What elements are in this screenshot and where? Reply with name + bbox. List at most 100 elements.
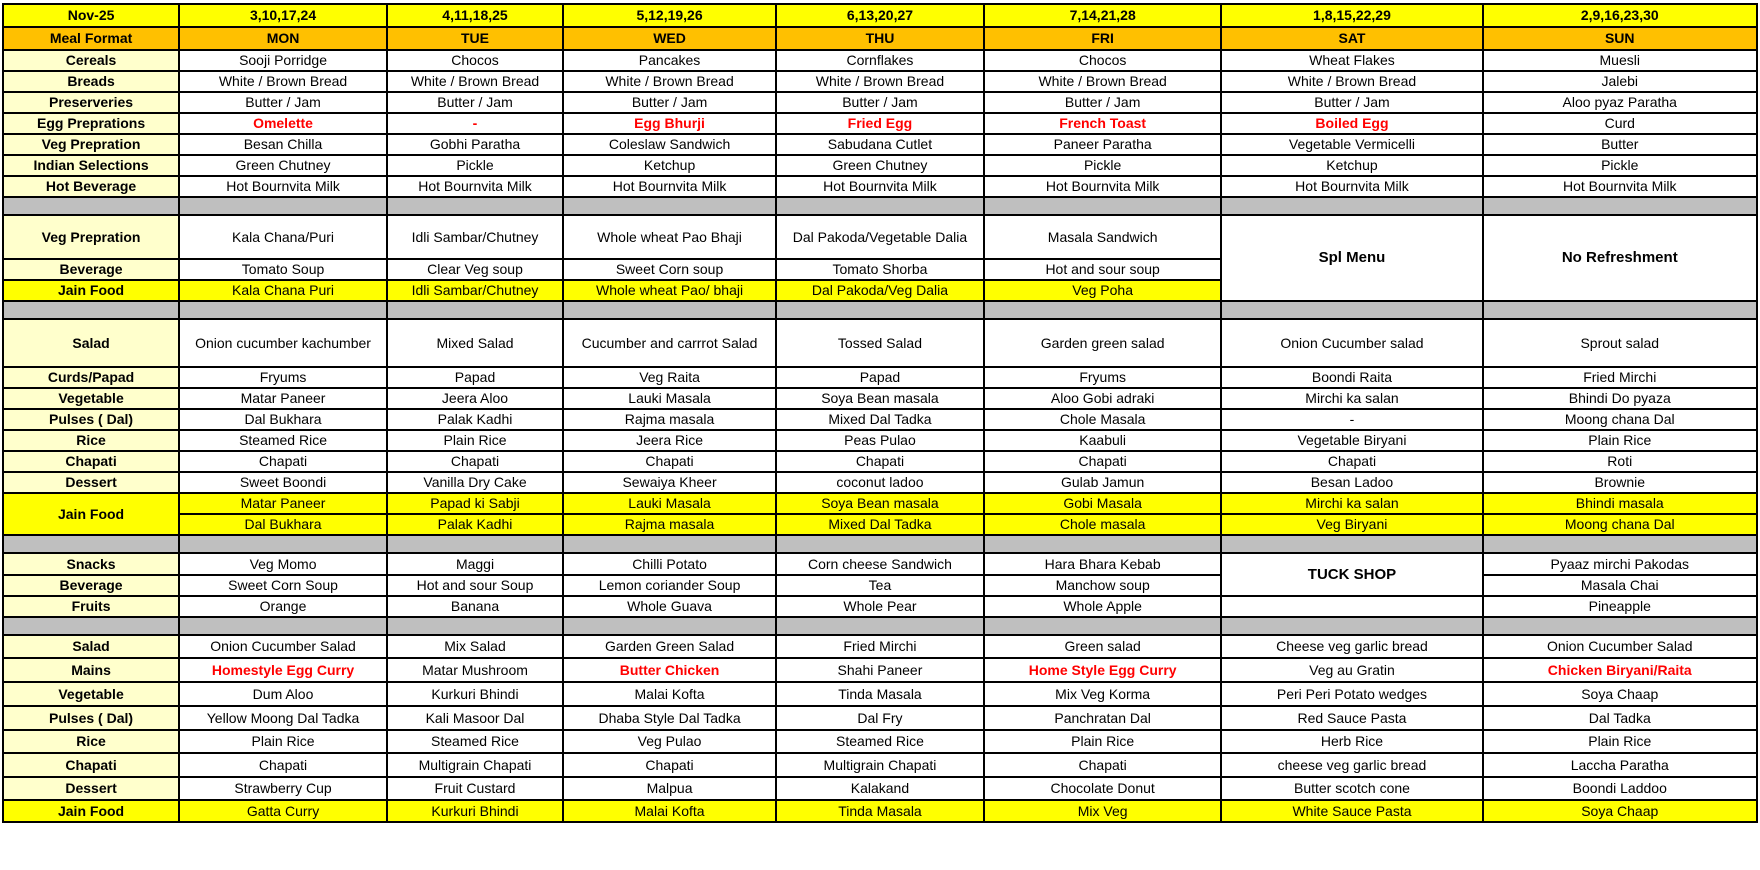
menu-row: Fruits Orange Banana Whole Guava Whole Pear W… xyxy=(1,595,1759,618)
menu-cell: Pickle xyxy=(385,154,565,177)
menu-cell: Chilli Potato xyxy=(562,552,778,576)
menu-cell: Mixed Dal Tadka xyxy=(775,513,985,536)
menu-cell: Panchratan Dal xyxy=(982,705,1223,731)
separator-cell xyxy=(982,300,1223,320)
menu-cell: White / Brown Bread xyxy=(385,70,565,93)
row-label: Snacks xyxy=(1,552,181,576)
menu-cell: Vegetable Vermicelli xyxy=(1220,133,1484,156)
row-label: Jain Food xyxy=(1,799,181,823)
menu-cell: Sewaiya Kheer xyxy=(562,471,778,494)
menu-cell: Butter scotch cone xyxy=(1220,776,1484,801)
menu-cell: Red Sauce Pasta xyxy=(1220,705,1484,731)
menu-row: Rice Steamed Rice Plain Rice Jeera Rice Peas… xyxy=(1,429,1759,452)
menu-cell: Chapati xyxy=(562,450,778,473)
menu-cell: Fruit Custard xyxy=(385,776,565,801)
row-label: Egg Preprations xyxy=(1,112,181,135)
menu-cell: TUCK SHOP xyxy=(1220,552,1484,597)
menu-cell: Green salad xyxy=(982,634,1223,659)
menu-cell: Sweet Corn soup xyxy=(562,258,778,281)
menu-cell: Chapati xyxy=(982,450,1223,473)
menu-row: Vegetable Matar Paneer Jeera Aloo Lauki Mas… xyxy=(1,387,1759,410)
menu-cell: Plain Rice xyxy=(178,729,388,754)
row-label: Breads xyxy=(1,70,181,93)
menu-cell: Plain Rice xyxy=(385,429,565,452)
menu-cell: Veg Raita xyxy=(562,366,778,389)
separator-row xyxy=(1,616,1759,636)
row-label: Salad xyxy=(1,634,181,659)
menu-cell: Palak Kadhi xyxy=(385,408,565,431)
menu-row: Cereals Sooji Porridge Chocos Pancakes Cornf… xyxy=(1,49,1759,72)
menu-cell: White Sauce Pasta xyxy=(1220,799,1484,823)
separator-row xyxy=(1,300,1759,320)
menu-cell: Soya Bean masala xyxy=(775,492,985,515)
menu-cell: Dal Tadka xyxy=(1481,705,1759,731)
menu-cell: Mixed Dal Tadka xyxy=(775,408,985,431)
menu-cell: Bhindi Do pyaza xyxy=(1481,387,1759,410)
menu-cell: Clear Veg soup xyxy=(385,258,565,281)
menu-cell: Butter Chicken xyxy=(562,657,778,683)
menu-row: Veg Prepration Kala Chana/Puri Idli Sambar… xyxy=(1,214,1759,302)
menu-cell: Dum Aloo xyxy=(178,681,388,707)
menu-cell: Whole Pear xyxy=(775,595,985,618)
menu-cell: Spl Menu xyxy=(1220,214,1484,302)
separator-cell xyxy=(775,300,985,320)
menu-cell: Dal Fry xyxy=(775,705,985,731)
menu-cell: Ketchup xyxy=(562,154,778,177)
menu-cell: SAT xyxy=(1220,26,1484,51)
menu-cell: 2,9,16,23,30 xyxy=(1481,3,1759,28)
row-label: Veg Prepration xyxy=(1,214,181,260)
menu-cell: Egg Bhurji xyxy=(562,112,778,135)
menu-cell: Papad xyxy=(775,366,985,389)
row-label: Salad xyxy=(1,318,181,368)
separator-cell xyxy=(1220,300,1484,320)
menu-cell: Butter / Jam xyxy=(562,91,778,114)
menu-cell: Sweet Corn Soup xyxy=(178,574,388,597)
menu-row: Salad Onion Cucumber Salad Mix Salad Garden… xyxy=(1,634,1759,659)
menu-cell: Gobi Masala xyxy=(982,492,1223,515)
menu-row: Beverage Sweet Corn Soup Hot and sour Soup… xyxy=(1,574,1759,597)
menu-cell: Chole Masala xyxy=(982,408,1223,431)
menu-cell: Veg Pulao xyxy=(562,729,778,754)
menu-cell: Corn cheese Sandwich xyxy=(775,552,985,576)
menu-cell: Kaabuli xyxy=(982,429,1223,452)
menu-cell: Chocos xyxy=(982,49,1223,72)
separator-cell xyxy=(1,196,181,216)
menu-cell: Kalakand xyxy=(775,776,985,801)
menu-cell: Soya Chaap xyxy=(1481,799,1759,823)
row-label: Dessert xyxy=(1,776,181,801)
menu-cell: Tomato Shorba xyxy=(775,258,985,281)
row-label: Jain Food xyxy=(1,492,181,536)
menu-cell: Butter xyxy=(1481,133,1759,156)
menu-cell: Mirchi ka salan xyxy=(1220,387,1484,410)
menu-cell: Chocolate Donut xyxy=(982,776,1223,801)
menu-cell: Hot and sour soup xyxy=(982,258,1223,281)
menu-cell: Chapati xyxy=(775,450,985,473)
menu-cell: Lauki Masala xyxy=(562,387,778,410)
menu-cell: Lemon coriander Soup xyxy=(562,574,778,597)
menu-cell: Hot Bournvita Milk xyxy=(385,175,565,198)
row-label: Meal Format xyxy=(1,26,181,51)
menu-cell: Maggi xyxy=(385,552,565,576)
menu-cell: Palak Kadhi xyxy=(385,513,565,536)
menu-cell: Yellow Moong Dal Tadka xyxy=(178,705,388,731)
menu-cell: Steamed Rice xyxy=(775,729,985,754)
menu-cell: Fried Mirchi xyxy=(1481,366,1759,389)
meal-menu-body: Nov-25 3,10,17,24 4,11,18,25 5,12,19,26 6,13… xyxy=(1,3,1759,823)
row-label: Jain Food xyxy=(1,279,181,302)
menu-cell: TUE xyxy=(385,26,565,51)
menu-cell: Gobhi Paratha xyxy=(385,133,565,156)
menu-cell: Orange xyxy=(178,595,388,618)
row-label: Curds/Papad xyxy=(1,366,181,389)
menu-cell: Tossed Salad xyxy=(775,318,985,368)
menu-row: Preserveries Butter / Jam Butter / Jam Butt… xyxy=(1,91,1759,114)
menu-cell: Jalebi xyxy=(1481,70,1759,93)
menu-cell: Home Style Egg Curry xyxy=(982,657,1223,683)
row-label: Veg Prepration xyxy=(1,133,181,156)
menu-cell: Tea xyxy=(775,574,985,597)
menu-cell: Fryums xyxy=(982,366,1223,389)
menu-row: Indian Selections Green Chutney Pickle Ketc… xyxy=(1,154,1759,177)
row-label: Dessert xyxy=(1,471,181,494)
menu-cell: Veg Momo xyxy=(178,552,388,576)
menu-cell: Chicken Biryani/Raita xyxy=(1481,657,1759,683)
menu-row: Snacks Veg Momo Maggi Chilli Potato Corn che… xyxy=(1,552,1759,597)
